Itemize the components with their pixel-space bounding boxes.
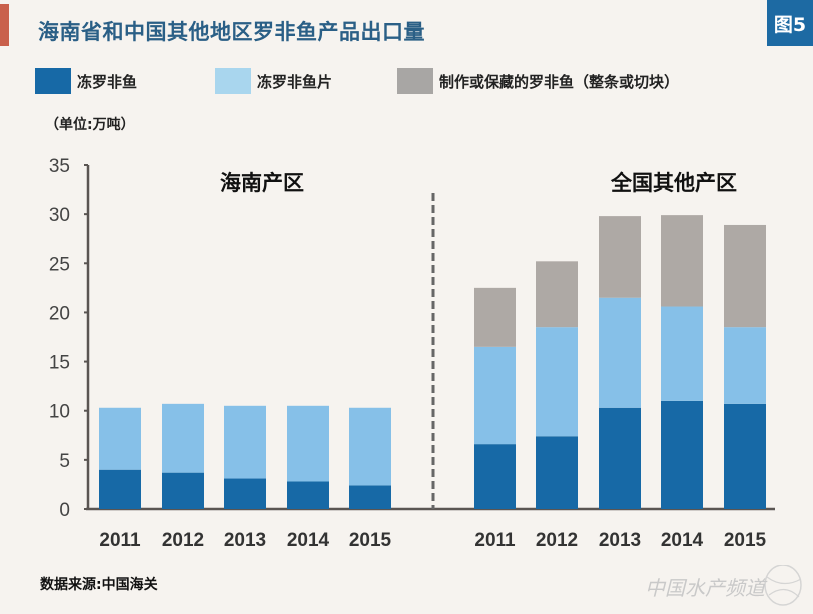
bar-segment [536,436,578,509]
bar-segment [536,327,578,437]
bar-segment [349,407,391,486]
x-tick-label: 2014 [661,530,704,551]
legend-label: 冻罗非鱼 [77,72,138,91]
legend-swatch-frozen [35,68,71,94]
y-tick-label: 0 [59,500,70,521]
watermark-logo: 中国水产频道 [645,564,805,614]
y-tick-label: 20 [49,303,70,324]
source-note: 数据来源:中国海关 [40,577,158,593]
bars [99,215,766,509]
x-tick-label: 2011 [474,530,516,551]
x-tick-label: 2012 [162,530,204,551]
y-tick-label: 10 [49,402,70,423]
y-tick-label: 25 [49,254,70,275]
bar-segment [224,478,266,509]
bar-segment [599,216,641,298]
bar-segment [287,405,329,482]
x-tick-label: 2012 [536,530,578,551]
legend-item-prepared: 制作或保藏的罗非鱼（整条或切块） [397,68,679,94]
bar-segment [661,400,703,509]
x-tick-label: 2013 [599,530,641,551]
bar-segment [661,215,703,307]
y-tick-label: 5 [59,451,70,472]
legend-item-fillet: 冻罗非鱼片 [215,68,332,94]
legend-label: 制作或保藏的罗非鱼（整条或切块） [439,72,680,91]
bar-segment [474,444,516,509]
x-tick-label: 2015 [724,530,767,551]
bar-segment [99,407,141,470]
watermark-text: 中国水产频道 [645,576,768,600]
bar-segment [99,469,141,509]
y-tick-label: 35 [49,156,70,177]
bar-segment [287,481,329,509]
unit-label: （单位:万吨） [45,117,135,133]
x-tick-label: 2014 [287,530,330,551]
panel-title: 海南产区 [220,171,304,195]
legend-swatch-prepared [397,68,433,94]
bar-segment [724,403,766,509]
bar-segment [724,224,766,328]
y-tick-label: 30 [49,205,70,226]
bar-segment [724,327,766,404]
legend: 冻罗非鱼 冻罗非鱼片 制作或保藏的罗非鱼（整条或切块） [35,68,795,94]
bar-segment [162,472,204,509]
title-accent-bar [0,4,9,46]
bar-segment [599,407,641,509]
watermark-globe-icon: 中国水产频道 [645,564,802,606]
bar-segment [661,306,703,401]
bar-segment [162,403,204,473]
legend-swatch-fillet [215,68,251,94]
legend-item-frozen: 冻罗非鱼 [35,68,137,94]
bar-segment [349,485,391,509]
legend-label: 冻罗非鱼片 [257,72,333,91]
x-tick-label: 2011 [99,530,141,551]
x-tick-label: 2015 [349,530,392,551]
bar-segment [224,405,266,479]
x-axis-labels: 2011 2012 2013 2014 2015 2011 2012 2013 2014 2015 [99,530,766,551]
panel-titles: 海南产区 全国其他产区 [220,171,737,195]
panel-title: 全国其他产区 [610,171,737,195]
bar-segment [474,346,516,445]
chart-title: 海南省和中国其他地区罗非鱼产品出口量 [38,20,425,44]
bar-segment [474,287,516,347]
y-tick-label: 15 [49,353,70,374]
bar-segment [599,297,641,408]
figure-badge: 图5 [767,0,813,46]
bar-segment [536,261,578,328]
x-tick-label: 2013 [224,530,266,551]
